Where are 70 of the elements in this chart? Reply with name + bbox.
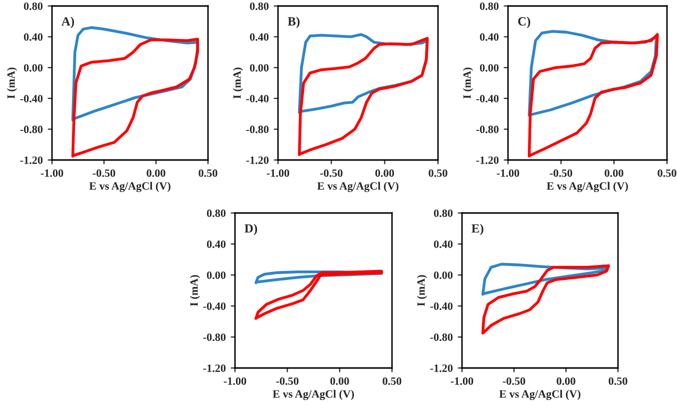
y-axis-title: I (mA) <box>232 68 244 99</box>
x-tick-label: 0.00 <box>604 169 624 177</box>
x-tick-label: -0.50 <box>502 377 526 385</box>
line-series <box>71 38 199 158</box>
y-tick-label: 0.00 <box>434 271 453 280</box>
y-tick-label: -0.40 <box>476 94 499 102</box>
annotation: A) <box>61 16 74 28</box>
x-axis-title: E vs Ag/AgCl (V) <box>317 182 398 192</box>
y-tick-label: -0.40 <box>430 302 453 310</box>
y-tick-label: 0.80 <box>206 209 226 218</box>
x-tick-label: 0.50 <box>382 377 402 385</box>
x-axis-title: E vs Ag/AgCl (V) <box>89 182 170 192</box>
y-tick-label: -0.40 <box>203 302 226 310</box>
y-tick-label: 0.00 <box>24 64 43 72</box>
x-tick-label: 0.50 <box>608 377 628 385</box>
y-tick-label: 0.40 <box>250 33 269 41</box>
x-tick-label: -1.00 <box>450 377 474 385</box>
x-tick-label: 0.00 <box>146 169 166 177</box>
x-axis-title: E vs Ag/AgCl (V) <box>272 390 354 400</box>
y-tick-label: -0.80 <box>203 333 226 342</box>
y-axis-title: I (mA) <box>462 68 474 99</box>
y-tick-label: 0.00 <box>250 64 269 72</box>
y-tick-label: 0.80 <box>250 2 269 10</box>
y-tick-label: -0.40 <box>20 94 43 102</box>
y-tick-label: -1.20 <box>430 364 453 372</box>
y-tick-label: -0.80 <box>246 126 269 134</box>
y-tick-label: 0.40 <box>434 240 453 248</box>
line-series <box>298 36 429 156</box>
y-axis-title: I (mA) <box>190 275 200 306</box>
x-tick-label: 0.00 <box>556 377 576 385</box>
y-tick-label: -0.80 <box>430 333 453 342</box>
x-tick-label: -0.50 <box>550 169 572 177</box>
y-tick-label: -1.20 <box>476 156 499 164</box>
y-tick-label: 0.40 <box>480 33 499 41</box>
x-tick-label: 0.50 <box>428 169 448 177</box>
y-axis-title: I (mA) <box>6 68 18 99</box>
x-tick-label: -1.00 <box>40 169 64 177</box>
line-series <box>481 264 610 335</box>
y-tick-label: 0.80 <box>434 209 453 218</box>
y-tick-label: -0.80 <box>20 126 43 134</box>
y-tick-label: -0.80 <box>476 126 499 134</box>
x-tick-label: -1.00 <box>224 377 246 385</box>
line-series <box>254 270 383 320</box>
y-tick-label: 0.40 <box>24 33 43 41</box>
y-tick-label: 0.00 <box>206 271 226 280</box>
x-axis-title: E vs Ag/AgCl (V) <box>499 390 580 400</box>
x-tick-label: -1.00 <box>266 169 290 177</box>
x-tick-label: 0.50 <box>658 169 676 177</box>
annotation: B) <box>288 16 300 28</box>
x-tick-label: -0.50 <box>320 169 342 177</box>
x-tick-label: -1.00 <box>496 169 520 177</box>
y-tick-label: 0.80 <box>480 2 499 10</box>
y-axis-title: I (mA) <box>416 275 428 306</box>
x-tick-label: -0.50 <box>276 377 298 385</box>
x-tick-label: -0.50 <box>92 169 116 177</box>
annotation: C) <box>518 16 530 28</box>
annotation: D) <box>244 224 258 236</box>
y-tick-label: 0.40 <box>206 240 226 248</box>
x-tick-label: 0.00 <box>375 169 394 177</box>
y-tick-label: -1.20 <box>246 156 269 164</box>
y-tick-label: -0.40 <box>246 94 269 102</box>
x-tick-label: 0.50 <box>198 169 218 177</box>
x-tick-label: 0.00 <box>330 377 349 385</box>
y-tick-label: -1.20 <box>203 364 226 372</box>
y-tick-label: 0.80 <box>24 2 43 10</box>
annotation: E) <box>472 224 484 236</box>
y-tick-label: 0.00 <box>480 64 499 72</box>
line-series <box>528 33 659 158</box>
x-axis-title: E vs Ag/AgCl (V) <box>546 182 628 192</box>
y-tick-label: -1.20 <box>20 156 43 164</box>
